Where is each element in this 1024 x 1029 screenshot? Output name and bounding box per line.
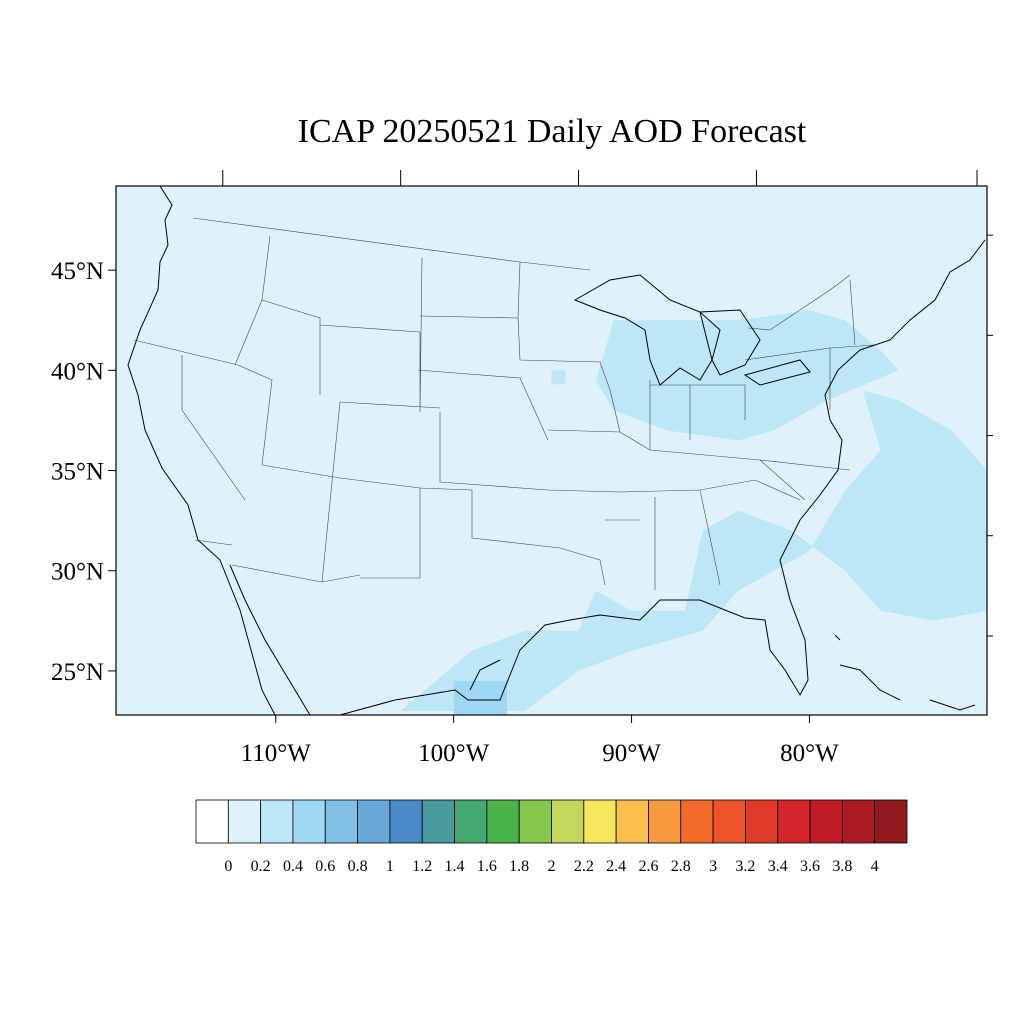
colorbar-swatch [583, 799, 617, 844]
axis-ticks [108, 170, 993, 723]
colorbar-label: 1 [386, 858, 394, 875]
us-coastline [127, 185, 986, 716]
lat-label: 30°N [51, 559, 104, 586]
lon-label: 80°W [780, 740, 839, 767]
colorbar-swatch [454, 799, 488, 844]
colorbar-label: 0.6 [315, 858, 335, 875]
colorbar-swatch [648, 799, 682, 844]
lat-label: 40°N [51, 358, 104, 385]
map-frame [115, 185, 988, 716]
colorbar-label: 4 [871, 858, 879, 875]
colorbar-label: 3.4 [768, 858, 788, 875]
colorbar-label: 2.2 [574, 858, 594, 875]
colorbar-label: 2.4 [606, 858, 626, 875]
lat-label: 25°N [51, 659, 104, 686]
lat-label: 45°N [51, 258, 104, 285]
lat-label: 35°N [51, 459, 104, 486]
lon-label: 110°W [241, 740, 312, 767]
colorbar-swatch [551, 799, 585, 844]
colorbar-label: 2 [548, 858, 556, 875]
colorbar-label: 0 [224, 858, 232, 875]
aod-region-3 [551, 370, 566, 385]
colorbar-swatch [615, 799, 649, 844]
state-borders [133, 217, 876, 590]
colorbar-swatch [486, 799, 520, 844]
colorbar: 0 0.2 0.4 0.6 0.8 1 1.2 1.4 1.6 1.8 2 2.2 2.4 2.6 2.8 3… [195, 799, 908, 875]
colorbar-swatch [357, 799, 391, 844]
caribbean-islands [834, 634, 976, 711]
colorbar-swatch [195, 799, 229, 844]
aod-field [400, 310, 988, 715]
map-background [116, 186, 987, 715]
longitude-labels: 110°W 100°W 90°W 80°W [241, 740, 839, 767]
colorbar-label: 2.6 [638, 858, 658, 875]
aod-region-1 [400, 390, 988, 711]
aod-region-0 [596, 310, 899, 441]
map-area: 45°N 40°N 35°N 30°N 25°N 110°W 100°W 90°W 80°W [51, 170, 993, 767]
colorbar-label: 1.4 [445, 858, 465, 875]
colorbar-swatch [518, 799, 552, 844]
colorbar-swatch [745, 799, 779, 844]
colorbar-label: 1.6 [477, 858, 497, 875]
lon-label: 100°W [418, 740, 489, 767]
great-lakes [573, 274, 811, 386]
colorbar-swatch [874, 799, 908, 844]
mexico-coast [229, 564, 501, 716]
state-boundaries [133, 217, 876, 590]
colorbar-label: 3 [709, 858, 717, 875]
colorbar-swatch [260, 799, 294, 844]
colorbar-swatch [712, 799, 746, 844]
colorbar-label: 1.2 [412, 858, 432, 875]
colorbar-swatch [809, 799, 843, 844]
colorbar-swatch [292, 799, 326, 844]
coastlines [127, 185, 986, 716]
colorbar-swatch [777, 799, 811, 844]
colorbar-swatch [324, 799, 358, 844]
colorbar-swatch [841, 799, 876, 844]
colorbar-label: 2.8 [671, 858, 691, 875]
aod-region-2 [453, 680, 507, 715]
colorbar-swatch [421, 799, 455, 844]
colorbar-label: 0.2 [251, 858, 271, 875]
colorbar-swatch [680, 799, 714, 844]
colorbar-label: 3.6 [800, 858, 820, 875]
colorbar-swatch [389, 799, 423, 844]
latitude-labels: 45°N 40°N 35°N 30°N 25°N [51, 258, 104, 686]
colorbar-label: 3.2 [735, 858, 755, 875]
colorbar-swatch [227, 799, 262, 844]
map-title: ICAP 20250521 Daily AOD Forecast [298, 113, 807, 150]
lon-label: 90°W [602, 740, 661, 767]
colorbar-label: 3.8 [832, 858, 852, 875]
colorbar-label: 0.8 [348, 858, 368, 875]
colorbar-label: 0.4 [283, 858, 303, 875]
colorbar-label: 1.8 [509, 858, 529, 875]
